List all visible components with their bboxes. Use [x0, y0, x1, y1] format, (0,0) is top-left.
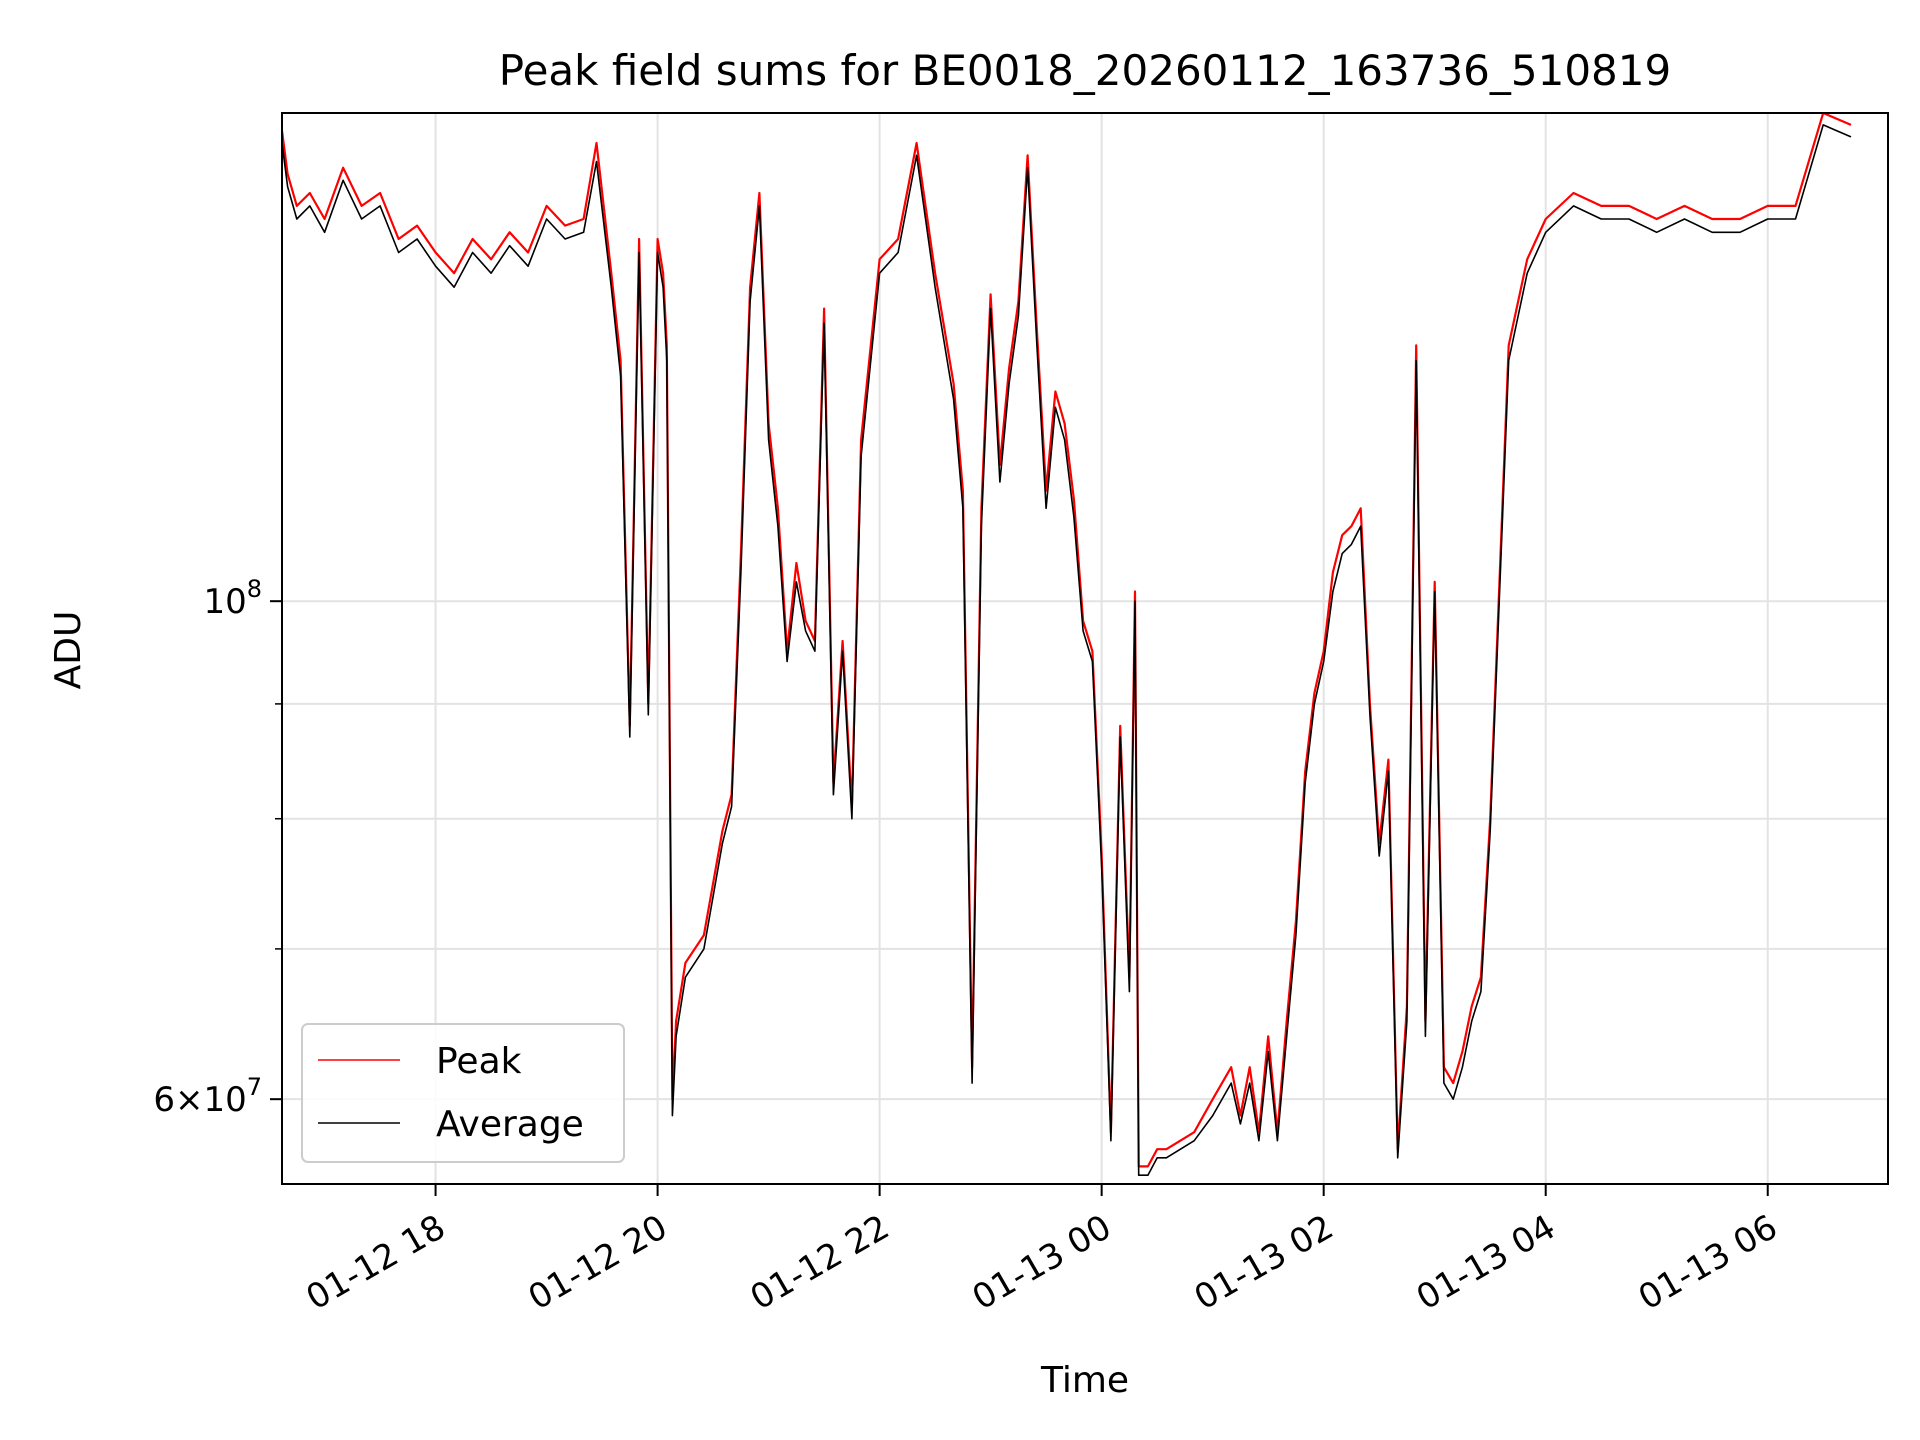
y-axis-label: ADU: [48, 611, 89, 690]
legend-label-peak: Peak: [436, 1041, 522, 1082]
y-tick-label: 6×107: [153, 1073, 262, 1120]
chart-title: Peak field sums for BE0018_20260112_1637…: [499, 46, 1671, 95]
series-group: [282, 113, 1852, 1176]
y-tick-label: 108: [203, 575, 262, 622]
x-axis-label: Time: [1040, 1360, 1129, 1401]
legend-label-average: Average: [436, 1104, 584, 1145]
series-line-average: [282, 124, 1852, 1176]
y-axis: 108 6×107: [153, 575, 282, 1120]
legend: Peak Average: [301, 1023, 625, 1163]
legend-box: [301, 1023, 625, 1163]
plot-frame: [281, 112, 1889, 1185]
